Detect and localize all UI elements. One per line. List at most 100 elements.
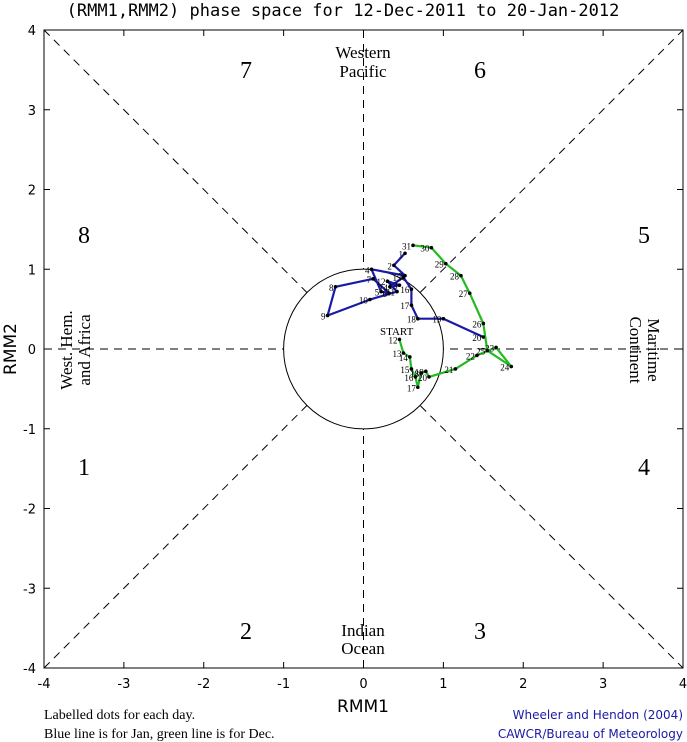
data-point-label: 23 [485,343,495,353]
y-tick-label: -2 [23,503,36,518]
series-line-jan [326,252,484,338]
data-point [385,279,390,284]
data-point [397,337,402,342]
data-point [494,345,498,350]
data-point [481,335,486,339]
data-point [443,261,448,266]
data-point [397,283,402,288]
data-point-label: 13 [388,281,398,291]
data-point [441,316,446,321]
data-point [467,291,472,295]
data-point-label: 12 [388,335,397,345]
region-bottom-line1: Indian [341,621,385,640]
data-point-label: 19 [415,367,425,377]
data-point [429,245,434,250]
data-point-label: 3 [399,272,404,282]
data-point-label: 5 [375,288,380,298]
data-point-label: 25 [476,347,486,357]
series-layer: 1213141516171819202122232425262728293031… [321,241,514,393]
data-point-label: 9 [321,312,326,322]
data-point-label: 20 [418,373,428,383]
data-point [325,313,330,318]
data-point-label: 16 [404,373,414,383]
start-label: START [380,326,414,338]
data-point [481,321,486,326]
data-point-label: 24 [500,363,510,373]
y-tick-label: 0 [28,343,36,358]
region-top-line2: Pacific [339,62,387,81]
data-point-label: 6 [383,289,388,299]
data-point-label: 12 [376,277,385,287]
phase-label-6: 6 [474,58,486,84]
data-point [395,289,399,294]
data-point-label: 26 [472,319,482,329]
y-tick-label: -4 [23,662,36,677]
data-point-label: 8 [329,283,334,293]
data-point-label: 14 [379,283,389,293]
data-point [388,284,392,289]
data-point [509,364,514,369]
phase-label-3: 3 [474,619,486,645]
y-tick-label: 1 [28,263,36,278]
phase-label-2: 2 [240,619,252,645]
x-tick-label: 0 [359,677,367,692]
x-tick-label: -2 [197,677,210,692]
data-point-label: 15 [400,365,410,375]
data-point [424,369,428,374]
unit-circle [283,268,444,430]
data-point-label: 21 [444,365,453,375]
x-tick-label: -4 [38,677,51,692]
y-tick-label: 4 [28,24,36,39]
y-tick-label: -3 [23,582,36,597]
x-tick-label: -1 [277,677,290,692]
phase-label-5: 5 [638,223,650,249]
data-point [485,348,490,353]
plot-area: 7 6 8 5 1 4 2 3 Western Pacific Indian O… [43,29,684,669]
data-point [411,243,415,248]
data-point-label: 13 [392,349,402,359]
data-point-label: 2 [387,261,392,271]
x-axis-label: RMM1 [337,697,389,717]
phase-label-7: 7 [240,58,252,84]
data-point-label: 14 [399,353,409,363]
data-point [392,263,396,268]
data-point-label: 28 [450,272,460,282]
data-point-label: 18 [407,315,417,325]
region-bottom-line2: Ocean [341,639,385,658]
data-point [408,355,412,359]
legend-line-1: Labelled dots for each day. [44,708,195,723]
data-point-label: 18 [410,369,420,379]
data-point [368,297,372,302]
phase-numbers: 7 6 8 5 1 4 2 3 [78,58,650,645]
data-point [475,353,479,358]
phase-label-1: 1 [78,455,90,481]
credit-line-1: Wheeler and Hendon (2004) [513,708,683,722]
data-point-label: 1 [399,249,404,259]
data-point-label: 7 [367,275,372,285]
y-axis-label: RMM2 [1,323,21,375]
data-point-label: 27 [459,289,469,299]
y-tick-label: -1 [23,423,36,438]
data-point [413,375,418,379]
data-point-label: 10 [359,296,369,306]
x-tick-label: 3 [599,677,607,692]
data-point-label: 19 [432,315,442,325]
data-point [409,287,414,291]
data-point-label: 11 [386,288,395,298]
data-point-label: 20 [472,333,482,343]
chart-title: (RMM1,RMM2) phase space for 12-Dec-2011 … [67,1,620,21]
data-point [427,375,431,379]
region-left-line2: and Africa [75,314,94,386]
data-point-label: 17 [407,383,417,393]
region-right-line1: Maritime [644,318,663,381]
data-point-label: 29 [435,260,445,270]
data-point-label: 17 [400,301,410,311]
x-tick-label: 2 [519,677,527,692]
data-point [401,275,406,280]
region-left-line1: West. Hem. [57,310,76,389]
data-point [409,303,414,307]
legend-line-2: Blue line is for Jan, green line is for … [44,727,275,742]
